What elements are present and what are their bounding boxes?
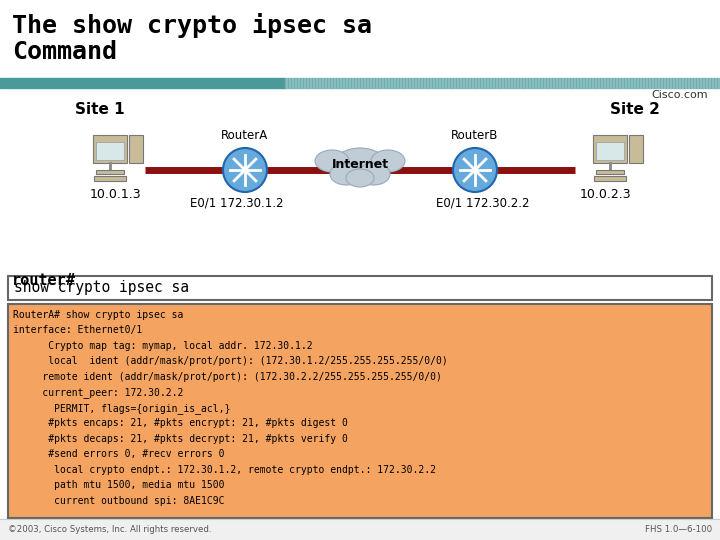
Bar — [593, 135, 627, 163]
Text: local crypto endpt.: 172.30.1.2, remote crypto endpt.: 172.30.2.2: local crypto endpt.: 172.30.1.2, remote … — [13, 465, 436, 475]
Text: Command: Command — [12, 40, 117, 64]
Ellipse shape — [334, 148, 386, 180]
Bar — [596, 142, 624, 160]
Text: path mtu 1500, media mtu 1500: path mtu 1500, media mtu 1500 — [13, 481, 225, 490]
Bar — [285, 78, 720, 88]
Text: interface: Ethernet0/1: interface: Ethernet0/1 — [13, 326, 143, 335]
Bar — [96, 142, 124, 160]
Ellipse shape — [346, 169, 374, 187]
Bar — [0, 519, 720, 540]
Text: #send errors 0, #recv errors 0: #send errors 0, #recv errors 0 — [13, 449, 225, 460]
Text: #pkts encaps: 21, #pkts encrypt: 21, #pkts digest 0: #pkts encaps: 21, #pkts encrypt: 21, #pk… — [13, 418, 348, 429]
Text: E0/1 172.30.1.2: E0/1 172.30.1.2 — [190, 196, 284, 209]
Text: 10.0.1.3: 10.0.1.3 — [89, 188, 141, 201]
Text: show crypto ipsec sa: show crypto ipsec sa — [14, 280, 189, 295]
Bar — [94, 176, 126, 181]
Text: Site 2: Site 2 — [610, 102, 660, 117]
Bar — [8, 304, 712, 518]
Text: PERMIT, flags={origin_is_acl,}: PERMIT, flags={origin_is_acl,} — [13, 403, 230, 414]
Bar — [629, 135, 643, 163]
Text: E0/1 172.30.2.2: E0/1 172.30.2.2 — [436, 196, 530, 209]
Text: ©2003, Cisco Systems, Inc. All rights reserved.: ©2003, Cisco Systems, Inc. All rights re… — [8, 525, 212, 535]
Ellipse shape — [358, 163, 390, 185]
Text: FHS 1.0—6-100: FHS 1.0—6-100 — [645, 525, 712, 535]
Bar — [594, 176, 626, 181]
Ellipse shape — [315, 150, 349, 172]
Bar — [596, 170, 624, 174]
Ellipse shape — [330, 163, 362, 185]
Text: current outbound spi: 8AE1C9C: current outbound spi: 8AE1C9C — [13, 496, 225, 506]
Bar — [93, 135, 127, 163]
Text: The show crypto ipsec sa: The show crypto ipsec sa — [12, 13, 372, 38]
Text: RouterA: RouterA — [221, 129, 269, 142]
Text: RouterB: RouterB — [451, 129, 499, 142]
Ellipse shape — [371, 150, 405, 172]
Bar — [96, 170, 124, 174]
Circle shape — [453, 148, 497, 192]
Text: router#: router# — [12, 273, 76, 288]
Text: Internet: Internet — [331, 158, 389, 171]
Text: 10.0.2.3: 10.0.2.3 — [579, 188, 631, 201]
Text: remote ident (addr/mask/prot/port): (172.30.2.2/255.255.255.255/0/0): remote ident (addr/mask/prot/port): (172… — [13, 372, 442, 382]
Text: local  ident (addr/mask/prot/port): (172.30.1.2/255.255.255.255/0/0): local ident (addr/mask/prot/port): (172.… — [13, 356, 448, 367]
Bar — [0, 78, 285, 88]
Text: RouterA# show crypto ipsec sa: RouterA# show crypto ipsec sa — [13, 310, 184, 320]
Text: Crypto map tag: mymap, local addr. 172.30.1.2: Crypto map tag: mymap, local addr. 172.3… — [13, 341, 312, 351]
Text: Site 1: Site 1 — [75, 102, 125, 117]
Text: Cisco.com: Cisco.com — [652, 90, 708, 100]
Circle shape — [223, 148, 267, 192]
Bar — [129, 135, 143, 163]
Text: #pkts decaps: 21, #pkts decrypt: 21, #pkts verify 0: #pkts decaps: 21, #pkts decrypt: 21, #pk… — [13, 434, 348, 444]
Bar — [8, 276, 712, 300]
Text: current_peer: 172.30.2.2: current_peer: 172.30.2.2 — [13, 388, 184, 399]
